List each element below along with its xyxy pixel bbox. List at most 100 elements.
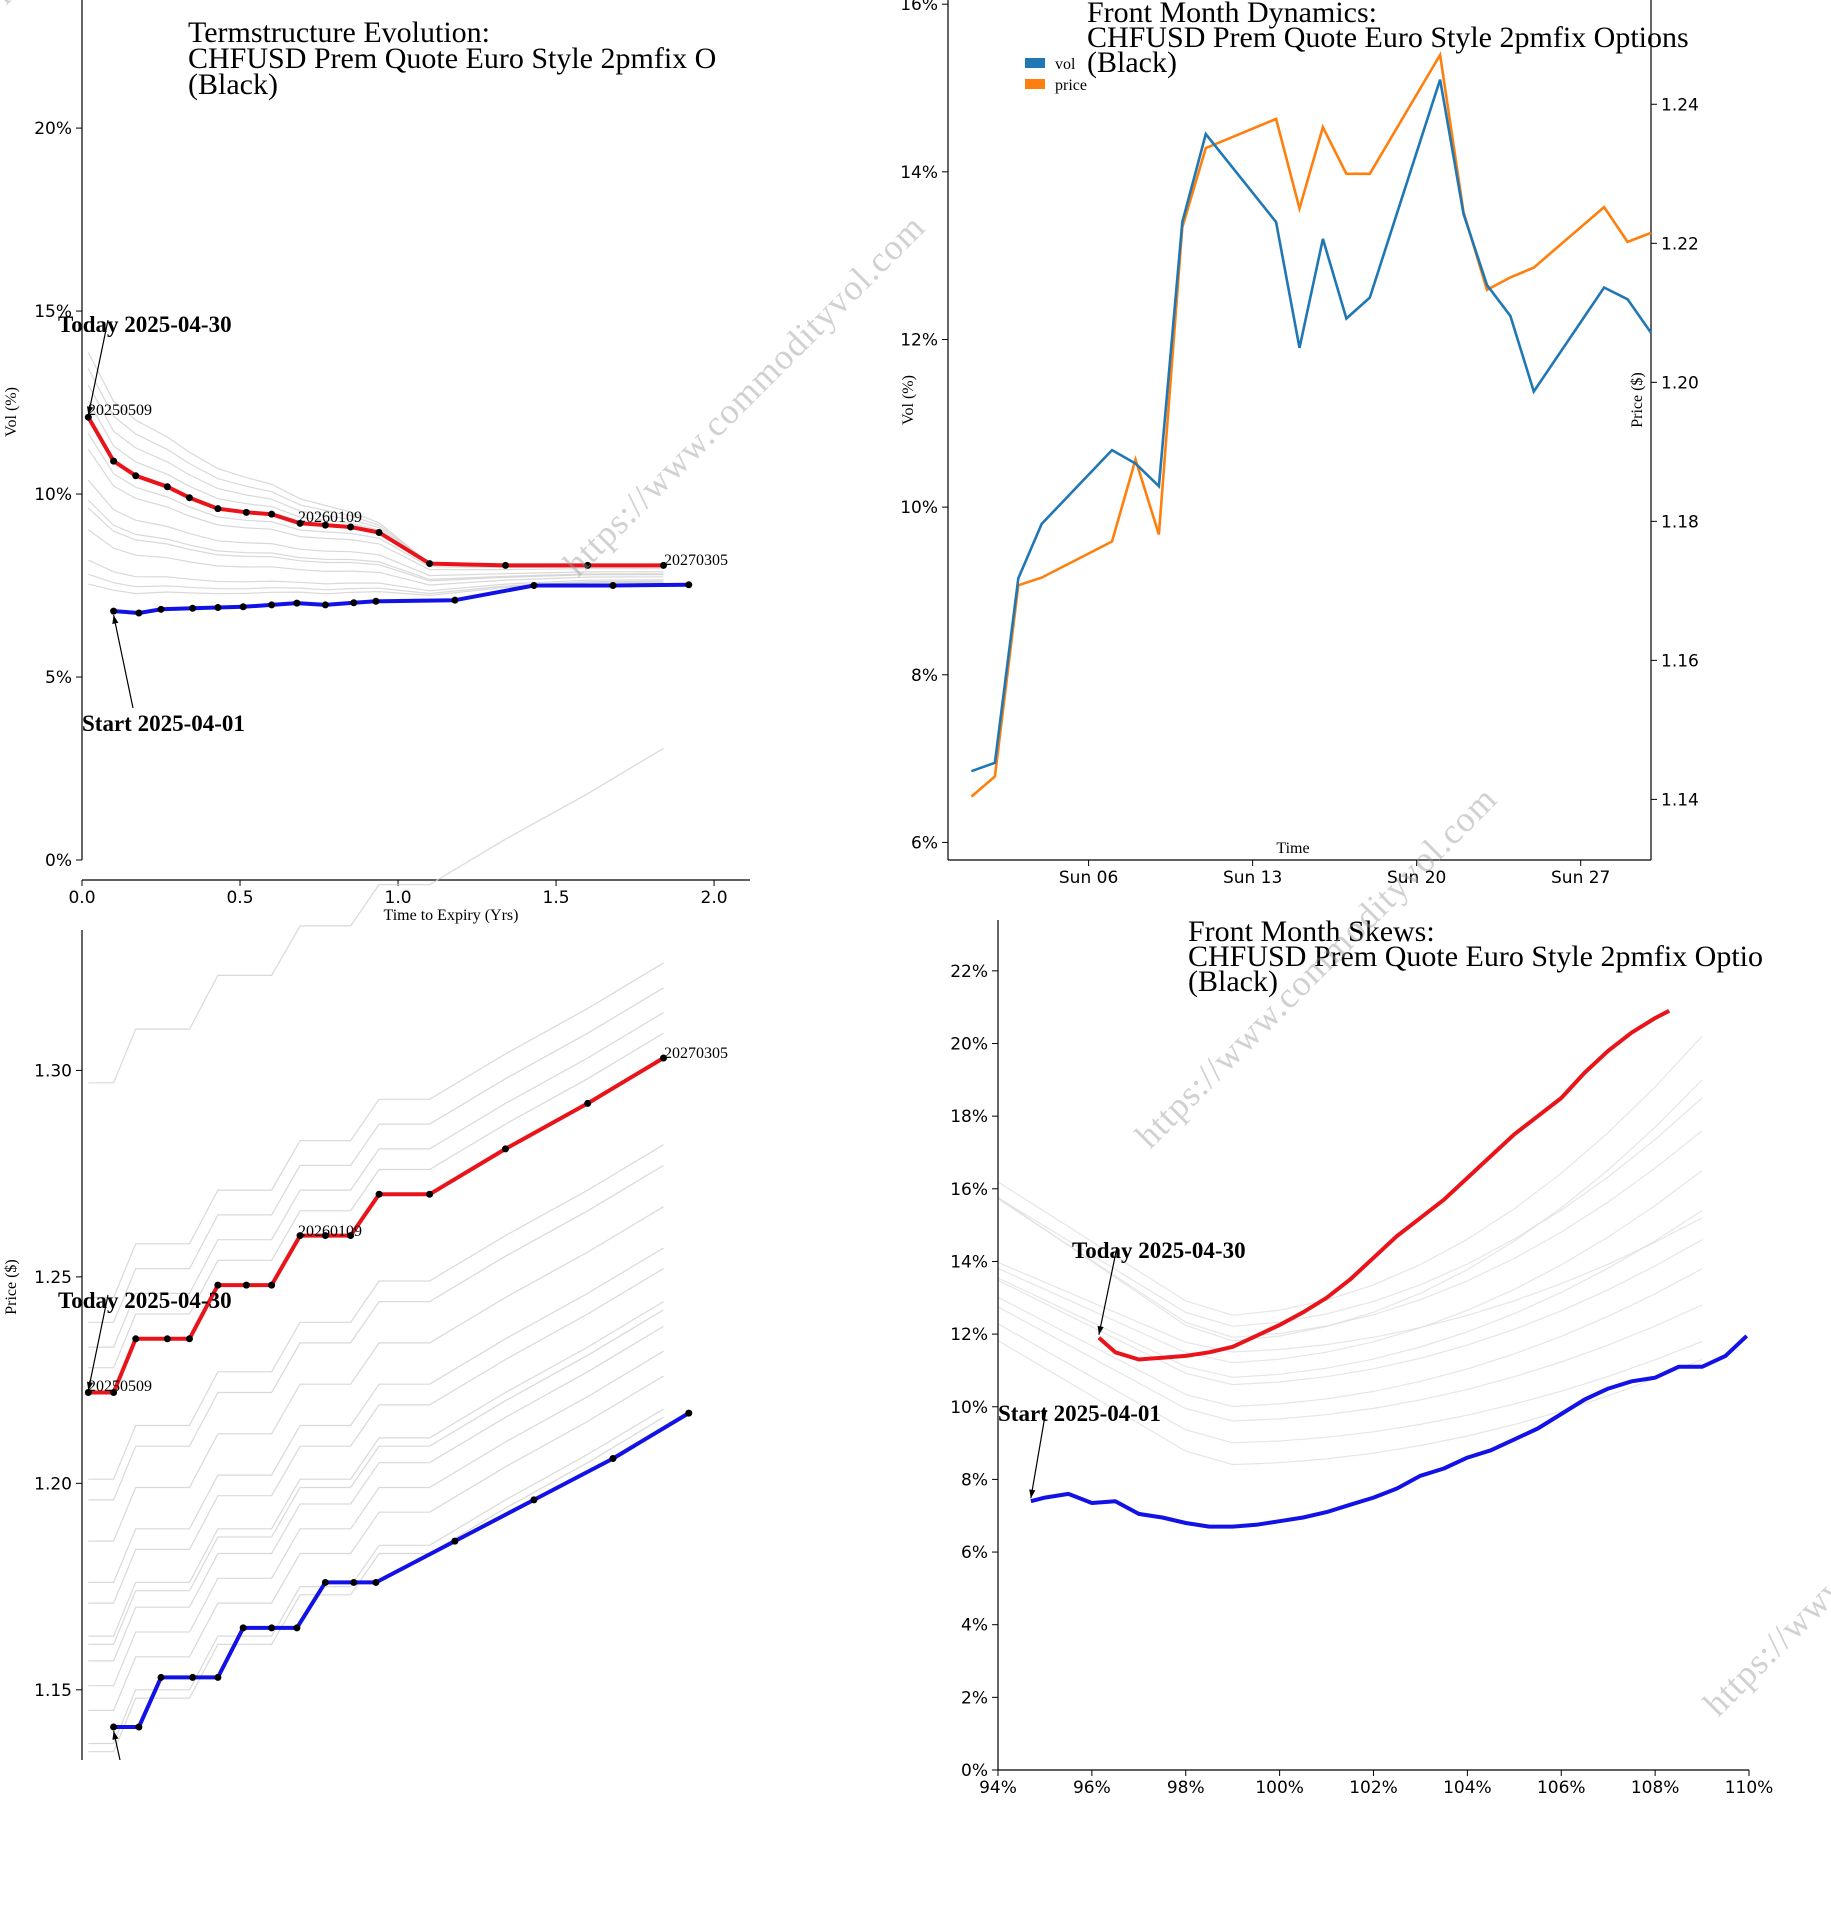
- data-point: [242, 1281, 250, 1289]
- termstructure-y-tick-label: 10%: [34, 485, 72, 505]
- dynamics-y2-tick-label: 1.16: [1661, 651, 1699, 671]
- data-point: [321, 1578, 329, 1586]
- skews-start-arrow: [1030, 1409, 1047, 1499]
- termstructure-ylabel: Vol (%): [3, 387, 20, 437]
- data-point: [110, 607, 118, 615]
- data-point: [239, 603, 247, 611]
- skews-y-tick-label: 14%: [950, 1252, 988, 1272]
- skews-today-annotation: Today 2025-04-30: [1072, 1238, 1246, 1263]
- termstructure-x-tick-label: 1.5: [543, 888, 570, 908]
- dynamics-series-vol: [970, 79, 1653, 773]
- skews-title-line1: Front Month Skews:: [1188, 915, 1435, 948]
- data-point: [609, 1455, 617, 1463]
- dynamics-y2-tick-label: 1.18: [1661, 512, 1699, 532]
- data-point: [157, 605, 165, 613]
- skews-y-tick-label: 8%: [961, 1470, 988, 1490]
- termstructure-today-arrow: [87, 319, 109, 416]
- pricecurve-history-line: [88, 1309, 664, 1645]
- data-point: [132, 1335, 140, 1343]
- data-point: [110, 1388, 118, 1396]
- termstructure-y-tick-label: 15%: [34, 302, 72, 322]
- data-point: [214, 505, 222, 513]
- skews-title-line3: (Black): [1188, 965, 1278, 998]
- data-point: [426, 560, 434, 568]
- dynamics-x-tick-label: Sun 20: [1387, 868, 1446, 888]
- termstructure-start-annotation: Start 2025-04-01: [82, 711, 245, 736]
- dynamics-x-tick-label: Sun 13: [1223, 868, 1282, 888]
- pricecurve-start-arrow-head: [112, 1730, 119, 1740]
- termstructure-history-line: [87, 479, 664, 577]
- dynamics-y-tick-label: 8%: [911, 666, 938, 686]
- skews-history-line: [997, 1170, 1703, 1364]
- data-point: [84, 413, 92, 421]
- data-point: [268, 601, 276, 609]
- pricecurve-history-line: [88, 1375, 664, 1711]
- pricecurve-history-line: [88, 747, 664, 1084]
- data-point: [293, 1624, 301, 1632]
- watermark: https://www.commodityvol.com: [1695, 1346, 1831, 1723]
- pricecurve-today-arrow: [87, 1294, 109, 1391]
- skews-y-tick-label: 12%: [950, 1325, 988, 1345]
- skews-history-line: [997, 1323, 1703, 1444]
- skews-x-tick-label: 100%: [1255, 1778, 1304, 1798]
- pricecurve-today-annotation: Today 2025-04-30: [58, 1288, 232, 1313]
- pricecurve-y-tick-label: 1.25: [34, 1268, 72, 1288]
- data-point: [321, 521, 329, 529]
- skews-history-line: [997, 1210, 1703, 1378]
- data-point: [347, 523, 355, 531]
- data-point: [214, 603, 222, 611]
- pricecurve-today-arrow-head: [87, 1381, 94, 1391]
- termstructure-title-line2: CHFUSD Prem Quote Euro Style 2pmfix O: [188, 42, 716, 75]
- skews-y-tick-label: 10%: [950, 1398, 988, 1418]
- pricecurve-history-line: [88, 1408, 664, 1745]
- dynamics-chart: 6% 8% 10% 12% 14% 16% 1.14 1.16 1.18 1.20 1.22 1.24…: [900, 0, 1699, 888]
- dynamics-x-tick-label: Sun 06: [1059, 868, 1118, 888]
- pricecurve-history-line: [88, 1012, 664, 1348]
- dynamics-x-tick-label: Sun 27: [1551, 868, 1610, 888]
- skews-y-tick-label: 6%: [961, 1543, 988, 1563]
- legend-label-vol: vol: [1055, 56, 1076, 73]
- dynamics-y-tick-label: 12%: [900, 330, 938, 350]
- skews-x-tick-label: 106%: [1537, 1778, 1586, 1798]
- termstructure-title-line3: (Black): [188, 68, 278, 101]
- data-point: [372, 1578, 380, 1586]
- data-point: [685, 581, 693, 589]
- skews-history-line: [997, 1217, 1703, 1353]
- skews-x-tick-label: 96%: [1073, 1778, 1111, 1798]
- skews-y-tick-label: 18%: [950, 1107, 988, 1127]
- data-point: [660, 1054, 668, 1062]
- pricecurve-series-today: [88, 1056, 665, 1395]
- termstructure-x-tick-label: 1.0: [385, 888, 412, 908]
- data-point: [347, 1232, 355, 1240]
- dynamics-title-line3: (Black): [1087, 46, 1177, 79]
- termstructure-series-today: [86, 416, 664, 568]
- data-point: [214, 1281, 222, 1289]
- skews-x-tick-label: 98%: [1167, 1778, 1205, 1798]
- data-point: [163, 1335, 171, 1343]
- data-point: [135, 609, 143, 617]
- termstructure-point-label: 20250509: [88, 402, 152, 419]
- termstructure-chart: 0% 5% 10% 15% 20% 0.0 0.5 1.0 1.5 2.0 Termstructu…: [3, 0, 750, 924]
- pricecurve-history-line: [88, 1206, 664, 1542]
- data-point: [685, 1409, 693, 1417]
- legend-label-price: price: [1055, 77, 1087, 94]
- data-point: [268, 1281, 276, 1289]
- skews-history-line: [997, 1239, 1703, 1386]
- skews-history-line: [997, 1079, 1703, 1342]
- skews-y-tick-label: 2%: [961, 1688, 988, 1708]
- data-point: [185, 494, 193, 502]
- pricecurve-history-line: [88, 962, 664, 1299]
- termstructure-history-line: [87, 433, 664, 569]
- data-point: [189, 1673, 197, 1681]
- skews-title-line2: CHFUSD Prem Quote Euro Style 2pmfix Opti…: [1188, 940, 1763, 973]
- termstructure-y-tick-label: 20%: [34, 119, 72, 139]
- termstructure-history-line: [87, 448, 664, 571]
- skews-today-arrow-head: [1097, 1325, 1104, 1335]
- data-point: [185, 1335, 193, 1343]
- data-point: [350, 599, 358, 607]
- legend-swatch-vol: [1025, 58, 1045, 68]
- data-point: [501, 561, 509, 569]
- termstructure-today-annotation: Today 2025-04-30: [58, 312, 232, 337]
- data-point: [426, 1190, 434, 1198]
- skews-start-annotation: Start 2025-04-01: [998, 1401, 1161, 1426]
